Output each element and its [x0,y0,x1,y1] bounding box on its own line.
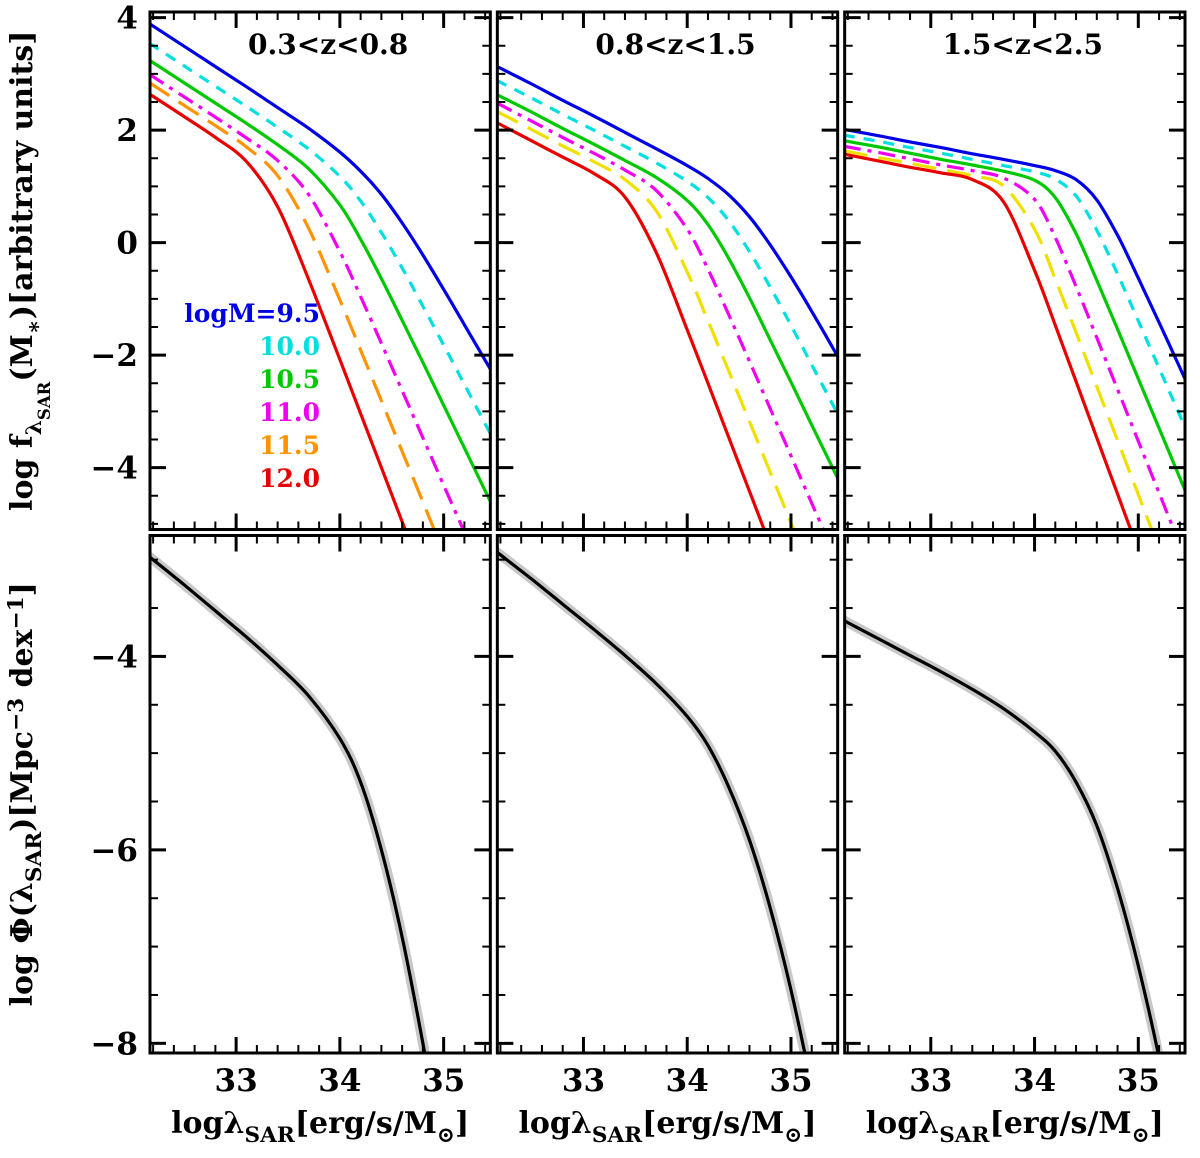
y-tick-label: −2 [90,338,138,374]
panel-bottom-1: 33 34 35 logλSAR[erg/s/M⊙] [495,534,840,1148]
legend-entry: 11.5 [259,431,320,460]
series-phi [497,550,807,1053]
panel-top-0: −4 −2 0 2 4 0.3<z<0.8 [90,1,492,531]
x-axis-title: logλSAR[erg/s/M⊙] [518,1106,816,1148]
panel-bottom-2: 33 34 35 logλSAR[erg/s/M⊙] [843,534,1187,1148]
series-phi [150,555,427,1053]
x-axis-title: logλSAR[erg/s/M⊙] [171,1106,469,1148]
x-tick-label: 34 [1013,1063,1056,1099]
series-phi [844,619,1160,1053]
series-10.0 [497,78,838,415]
series-10.0 [844,133,1186,428]
panel-frame [148,534,492,1055]
series-11.0 [844,144,1176,530]
legend-entry: logM=9.5 [184,299,320,328]
legend-entry: 11.0 [259,398,320,427]
x-tick-label: 33 [562,1063,605,1099]
series-12.0 [150,92,407,530]
series-10.5 [497,93,838,480]
series-10.5 [844,139,1186,491]
x-tick-label: 33 [215,1063,258,1099]
y-tick-label: −6 [90,833,138,869]
series-logM=9.5 [497,64,838,358]
panel-top-1: 0.8<z<1.5 [495,10,840,531]
panel-bottom-0: −8 −6 −4 33 34 35 logλSAR[erg/s/M⊙] [90,534,492,1148]
y-tick-label: 2 [116,113,138,149]
y-tick-label: −8 [90,1026,138,1062]
series-11.5 [497,109,796,530]
series-11.5 [844,149,1154,530]
legend-entry: 10.0 [259,332,320,361]
x-tick-label: 33 [909,1063,952,1099]
legend-entry: 10.5 [259,365,320,394]
y-tick-label: −4 [90,639,138,675]
panel-frame [495,534,840,1055]
x-tick-label: 34 [318,1063,361,1099]
y-axis-title-bottom: log Φ(λSAR)[Mpc−3 dex−1] [4,582,47,1006]
y-tick-label: 4 [116,1,138,37]
series-10.0 [150,41,491,435]
x-tick-label: 34 [666,1063,709,1099]
series-11.0 [497,101,826,530]
panel-title: 0.8<z<1.5 [595,28,755,61]
panel-frame [843,534,1187,1055]
series-10.5 [150,58,491,503]
panel-title: 0.3<z<0.8 [248,28,408,61]
panel-frame [148,10,492,531]
x-tick-label: 35 [1117,1063,1160,1099]
series-11.5 [150,81,436,530]
series-12.0 [497,121,766,530]
series-logM=9.5 [844,127,1186,380]
x-axis-title: logλSAR[erg/s/M⊙] [866,1106,1164,1148]
x-tick-label: 35 [422,1063,465,1099]
legend: logM=9.5 10.0 10.5 11.0 11.5 12.0 [184,299,320,493]
y-tick-label: −4 [90,451,138,487]
panel-title: 1.5<z<2.5 [943,28,1103,61]
y-tick-label: 0 [116,226,138,262]
x-tick-label: 35 [769,1063,812,1099]
series-logM=9.5 [150,22,491,370]
y-axis-title-top: log fλSAR(M∗)[arbitrary units] [5,31,54,511]
legend-entry: 12.0 [259,464,320,493]
series-12.0 [844,152,1133,530]
panel-top-2: 1.5<z<2.5 [843,10,1187,531]
series-11.0 [150,72,465,530]
